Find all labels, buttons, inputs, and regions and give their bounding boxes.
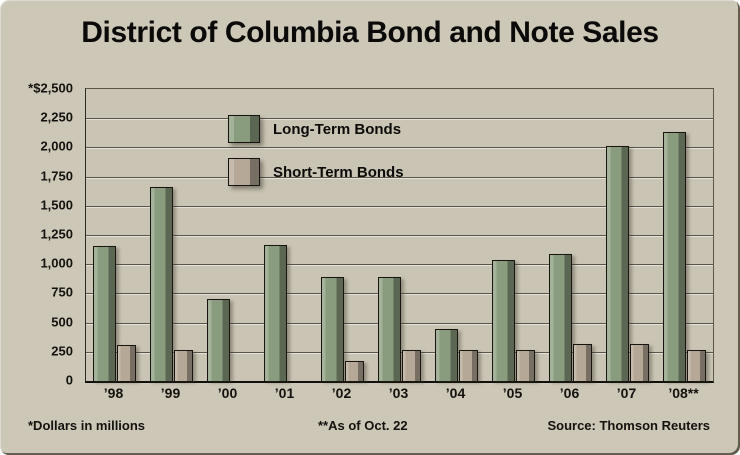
y-tick-label: *$2,500 xyxy=(28,80,73,96)
bar-long-term xyxy=(377,277,401,381)
legend-label-long-term: Long-Term Bonds xyxy=(273,120,402,138)
y-tick-label: 0 xyxy=(65,372,73,388)
y-tick-label: 1,500 xyxy=(40,197,73,213)
y-axis-labels: *$2,500 2,250 2,000 1,750 1,500 1,250 1,000 750… xyxy=(0,81,79,388)
long-term-swatch-icon xyxy=(228,115,260,143)
bar-long-term xyxy=(320,277,344,381)
bar-short-term xyxy=(117,344,136,381)
bar-short-term xyxy=(630,343,649,381)
x-tick-label: ’01 xyxy=(274,385,295,401)
y-tick-label: 750 xyxy=(51,284,73,300)
x-tick-label: ’08** xyxy=(668,385,699,401)
bar-long-term xyxy=(263,244,287,381)
y-tick-label: 1,750 xyxy=(40,168,73,184)
gridline xyxy=(86,118,713,120)
bar-short-term xyxy=(687,349,706,381)
gridline xyxy=(86,205,713,207)
bar-long-term xyxy=(434,328,458,381)
y-tick-label: 500 xyxy=(51,314,73,330)
gridline xyxy=(86,235,713,236)
legend-item-short-term: Short-Term Bonds xyxy=(228,158,404,186)
bar-long-term xyxy=(206,299,230,381)
bar-short-term xyxy=(573,343,592,381)
dollars-note: *Dollars in millions xyxy=(28,418,146,433)
x-tick-label: ’99 xyxy=(160,385,181,401)
y-tick-label: 1,250 xyxy=(40,226,73,242)
legend: Long-Term Bonds Short-Term Bonds xyxy=(228,115,404,186)
y-tick-label: 2,000 xyxy=(40,138,73,154)
bar-short-term xyxy=(459,349,478,381)
y-tick-label: 1,000 xyxy=(40,255,73,271)
bar-short-term xyxy=(402,349,421,381)
bar-long-term xyxy=(149,187,173,381)
bar-long-term xyxy=(548,253,572,381)
x-tick-label: ’03 xyxy=(388,385,409,401)
x-tick-label: ’07 xyxy=(616,385,637,401)
gridline xyxy=(86,147,713,149)
chart-title: District of Columbia Bond and Note Sales xyxy=(81,16,659,49)
y-tick-label: 250 xyxy=(51,343,73,359)
legend-label-short-term: Short-Term Bonds xyxy=(273,163,404,181)
y-tick-label: 2,250 xyxy=(40,109,73,125)
gridline xyxy=(86,264,713,266)
x-axis-labels: ’98 ’99 ’00 ’01 ’02 ’03 ’04 ’05 ’06 ’07 ’08** xyxy=(85,385,712,403)
x-tick-label: ’04 xyxy=(445,385,466,401)
legend-item-long-term: Long-Term Bonds xyxy=(228,115,404,143)
x-tick-label: ’98 xyxy=(103,385,124,401)
gridline xyxy=(86,176,713,178)
footnotes: *Dollars in millions **As of Oct. 22 Sou… xyxy=(0,418,740,438)
x-tick-label: ’05 xyxy=(502,385,523,401)
bar-long-term xyxy=(92,245,116,381)
x-tick-label: ’06 xyxy=(559,385,580,401)
date-note: **As of Oct. 22 xyxy=(318,418,408,433)
x-tick-label: ’02 xyxy=(331,385,352,401)
bar-long-term xyxy=(662,132,686,381)
bar-short-term xyxy=(174,349,193,381)
x-tick-label: ’00 xyxy=(217,385,238,401)
bar-long-term xyxy=(491,259,515,381)
bar-short-term xyxy=(516,349,535,381)
plot-area: Long-Term Bonds Short-Term Bonds xyxy=(85,88,714,383)
short-term-swatch-icon xyxy=(228,158,260,186)
bar-short-term xyxy=(345,361,364,381)
bar-long-term xyxy=(605,146,629,381)
source-note: Source: Thomson Reuters xyxy=(547,418,710,433)
